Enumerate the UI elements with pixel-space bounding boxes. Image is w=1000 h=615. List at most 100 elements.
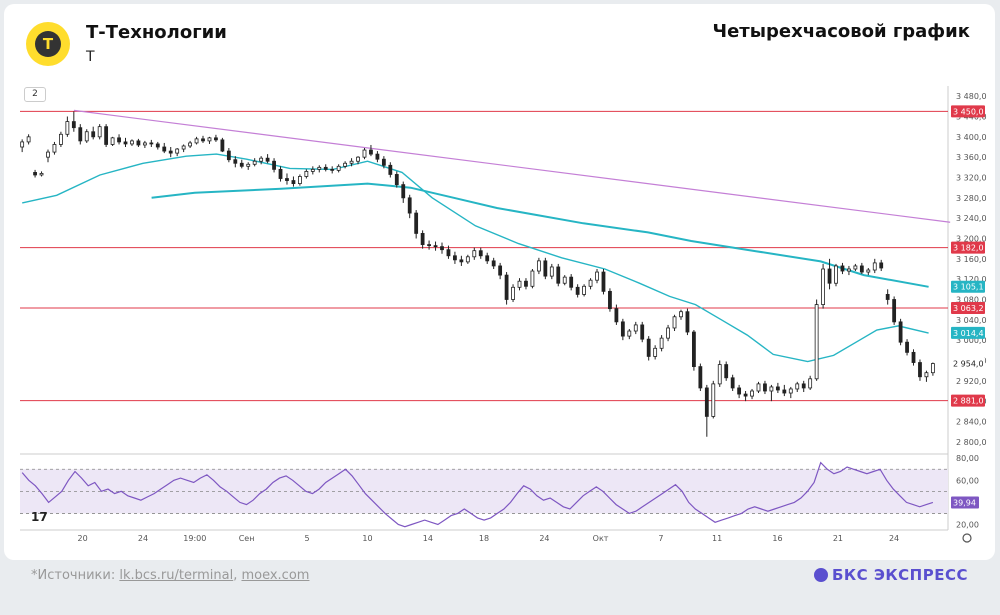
brand-icon (813, 568, 828, 582)
candle-body (834, 265, 838, 284)
source-link-bcs[interactable]: lk.bcs.ru/terminal (119, 568, 234, 583)
candle-body (717, 364, 722, 385)
candle-body (407, 197, 412, 214)
price-tick-label: 3 200,0 (956, 235, 987, 244)
price-tag (951, 280, 985, 293)
candle-body (168, 150, 173, 154)
price-tag-label: 3 182,0 (953, 244, 984, 253)
rsi-line (21, 461, 934, 528)
candle-body (756, 383, 761, 392)
tradingview-logo: 17 (31, 510, 48, 524)
ticker-symbol: T (86, 49, 95, 65)
rsi-tag-label: 39,94 (953, 498, 976, 507)
candle-body (866, 269, 871, 273)
candle-body (20, 141, 25, 148)
candle-body (465, 256, 470, 263)
settings-gear-icon (962, 533, 972, 543)
price-chart: 3 480,03 440,03 400,03 360,03 320,03 280… (20, 86, 987, 543)
candle-body (930, 363, 935, 374)
candle-body (214, 137, 218, 141)
candle-body (724, 364, 729, 379)
candle-body (65, 121, 70, 135)
candle-body (304, 170, 309, 177)
candle-body (194, 138, 199, 144)
candle-body (698, 366, 703, 389)
candle-body (782, 389, 787, 394)
candle-body (679, 311, 683, 318)
candle-body (511, 286, 515, 300)
candle-body (924, 372, 929, 378)
time-tick-label: 20 (77, 534, 87, 543)
candle-body (646, 338, 651, 357)
candle-body (872, 262, 877, 271)
company-logo: Т (26, 22, 70, 66)
candle-body (201, 138, 205, 142)
price-tag-label: 3 105,1 (953, 283, 984, 292)
candle-body (285, 178, 289, 181)
candle-body (530, 270, 535, 287)
indicator-count-badge[interactable]: 2 (24, 87, 46, 102)
candle-body (640, 324, 645, 340)
candle-body (336, 165, 341, 171)
candle-body (265, 157, 270, 162)
rsi-tag (951, 496, 979, 509)
candle-body (446, 249, 451, 257)
candle-body (666, 327, 670, 339)
sources-footer: *Источники: lk.bcs.ru/terminal, moex.com (31, 568, 309, 583)
time-tick-label: 19:00 (183, 534, 206, 543)
candle-body (142, 142, 147, 146)
price-tick-label: 3 040,0 (956, 316, 987, 325)
candle-body (427, 244, 431, 247)
candle-body (692, 331, 696, 367)
candle-body (575, 286, 580, 295)
candle-body (620, 321, 625, 337)
candle-body (595, 271, 599, 281)
candle-body (123, 141, 128, 145)
candle-body (278, 168, 283, 179)
candle-body (401, 184, 406, 199)
candle-body (246, 163, 251, 167)
trendline (73, 109, 951, 223)
sources-prefix: *Источники: (31, 568, 120, 583)
candle-body (905, 341, 909, 353)
source-link-moex[interactable]: moex.com (241, 568, 310, 583)
candle-body (440, 246, 444, 251)
candle-body (317, 166, 322, 170)
price-tag (951, 241, 985, 254)
time-tick-label: 24 (138, 534, 148, 543)
candle-body (239, 162, 244, 167)
candle-body (795, 383, 800, 390)
logo-letter: Т (35, 31, 61, 57)
moving-average-slow (151, 182, 929, 288)
candle-body (155, 143, 160, 148)
price-tag (951, 105, 985, 118)
candle-body (504, 274, 509, 300)
candle-body (788, 388, 793, 394)
candle-body (394, 174, 399, 186)
candle-body (104, 126, 109, 145)
candle-body (207, 137, 212, 142)
price-tick-label: 3 000,0 (956, 336, 987, 345)
candle-body (323, 166, 328, 170)
candle-body (110, 137, 115, 145)
candle-body (808, 378, 813, 389)
candle-body (52, 144, 57, 153)
price-tick-label: 2 800,0 (956, 438, 987, 447)
candle-body (97, 126, 102, 138)
rsi-tick-label: 20,00 (956, 520, 979, 529)
candle-body (704, 387, 709, 417)
price-tick-label: 3 400,0 (956, 133, 987, 142)
time-tick-label: 10 (362, 534, 372, 543)
price-tag-label: 3 450,0 (953, 107, 984, 116)
rsi-tick-label: 80,00 (956, 454, 979, 463)
price-tag-label: 2 881,0 (953, 397, 984, 406)
candle-body (375, 153, 380, 160)
candle-body (136, 140, 141, 146)
price-tick-label: 3 240,0 (956, 214, 987, 223)
price-tick-label: 2 920,0 (956, 377, 987, 386)
time-tick-label: Сен (239, 534, 255, 543)
candle-body (536, 260, 541, 272)
moving-average-fast (22, 153, 929, 363)
candle-body (672, 316, 677, 329)
price-tick-label: 2 840,0 (956, 418, 987, 427)
